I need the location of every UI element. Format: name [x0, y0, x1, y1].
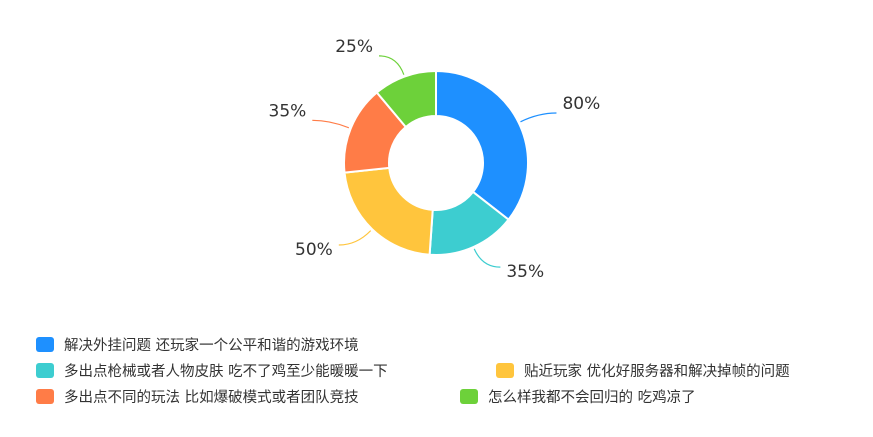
- legend-item-anti-cheat[interactable]: 解决外挂问题 还玩家一个公平和谐的游戏环境: [36, 334, 359, 355]
- leader-line-anti-cheat: [520, 112, 557, 123]
- legend-label-never-return: 怎么样我都不会回归的 吃鸡凉了: [488, 390, 696, 406]
- donut-chart-svg: 80% 35% 50% 35% 25%: [269, 37, 601, 282]
- legend-swatch-anti-cheat: [36, 337, 54, 352]
- legend-swatch-modes: [36, 389, 54, 404]
- leader-line-never-return: [379, 55, 405, 75]
- legend-item-server[interactable]: 贴近玩家 优化好服务器和解决掉帧的问题: [496, 360, 790, 381]
- legend-label-anti-cheat: 解决外挂问题 还玩家一个公平和谐的游戏环境: [64, 338, 359, 354]
- slice-label-never-return: 25%: [335, 37, 373, 57]
- donut-slice-server[interactable]: [343, 166, 434, 256]
- slice-label-skins: 35%: [506, 262, 544, 282]
- legend-label-modes: 多出点不同的玩法 比如爆破模式或者团队竞技: [64, 390, 359, 406]
- donut-chart: 80% 35% 50% 35% 25%: [269, 37, 601, 282]
- slice-label-modes: 35%: [269, 101, 307, 121]
- slice-label-server: 50%: [295, 240, 333, 260]
- legend-label-server: 贴近玩家 优化好服务器和解决掉帧的问题: [524, 364, 790, 380]
- leader-line-server: [338, 230, 372, 246]
- leader-line-skins: [473, 248, 501, 268]
- legend-swatch-never-return: [460, 389, 478, 404]
- donut-slice-anti-cheat[interactable]: [435, 69, 529, 222]
- legend-label-skins: 多出点枪械或者人物皮肤 吃不了鸡至少能暖暖一下: [64, 364, 388, 380]
- legend-swatch-server: [496, 363, 514, 378]
- legend-item-modes[interactable]: 多出点不同的玩法 比如爆破模式或者团队竞技: [36, 386, 359, 407]
- donut-slice-never-return[interactable]: [375, 69, 437, 129]
- legend-swatch-skins: [36, 363, 54, 378]
- slice-label-anti-cheat: 80%: [562, 94, 600, 114]
- legend-item-skins[interactable]: 多出点枪械或者人物皮肤 吃不了鸡至少能暖暖一下: [36, 360, 388, 381]
- leader-line-modes: [312, 119, 350, 129]
- legend-item-never-return[interactable]: 怎么样我都不会回归的 吃鸡凉了: [460, 386, 696, 407]
